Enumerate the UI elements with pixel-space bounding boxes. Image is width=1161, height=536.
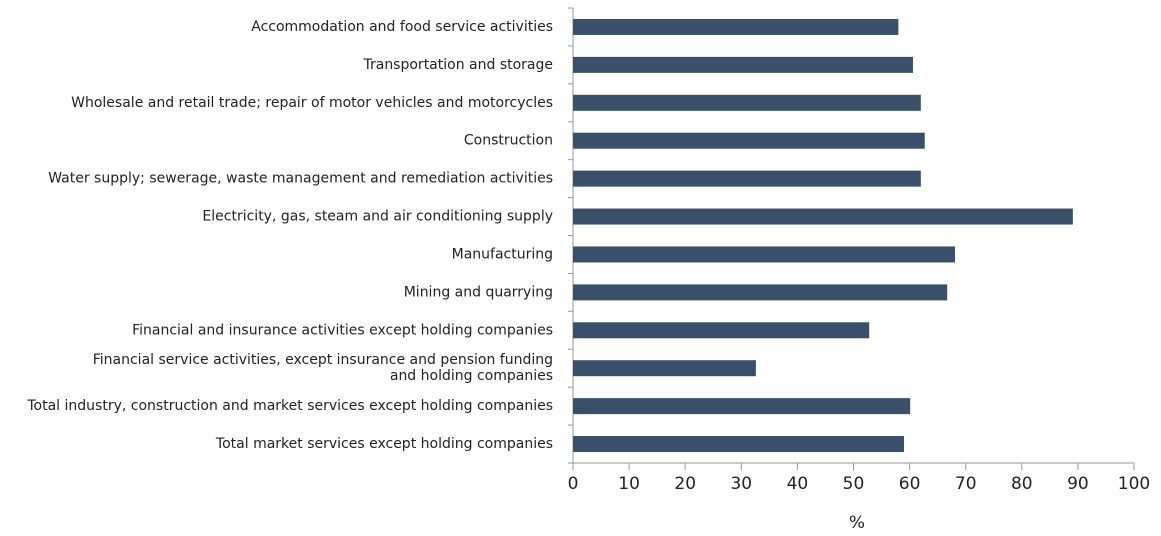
bar bbox=[573, 246, 956, 263]
y-tick-label: Construction bbox=[464, 133, 553, 149]
x-tick-label: 60 bbox=[899, 474, 921, 494]
y-tick-label: Transportation and storage bbox=[362, 57, 553, 73]
y-tick-label: Electricity, gas, steam and air conditio… bbox=[202, 209, 553, 225]
x-tick-label: 70 bbox=[955, 474, 977, 494]
x-tick-label: 10 bbox=[618, 474, 640, 494]
x-axis-label: % bbox=[849, 513, 865, 533]
bar bbox=[573, 398, 911, 415]
x-tick-label: 100 bbox=[1118, 474, 1150, 494]
bar bbox=[573, 284, 948, 301]
x-tick-label: 0 bbox=[568, 474, 579, 494]
y-tick-label: Water supply; sewerage, waste management… bbox=[48, 171, 553, 187]
y-tick-label: Total industry, construction and market … bbox=[26, 398, 553, 414]
y-tick-label: Financial service activities, except ins… bbox=[93, 352, 553, 384]
y-tick-label: Manufacturing bbox=[452, 246, 553, 262]
bar bbox=[573, 56, 913, 73]
x-tick-label: 50 bbox=[843, 474, 865, 494]
bar bbox=[573, 132, 925, 149]
bar bbox=[573, 18, 899, 35]
x-tick-label: 90 bbox=[1067, 474, 1089, 494]
x-tick-label: 80 bbox=[1011, 474, 1033, 494]
bar bbox=[573, 322, 870, 339]
bar bbox=[573, 94, 921, 111]
x-tick-label: 20 bbox=[674, 474, 696, 494]
bar bbox=[573, 360, 756, 377]
y-tick-label: Financial and insurance activities excep… bbox=[132, 322, 553, 338]
y-tick-label: Total market services except holding com… bbox=[215, 436, 553, 452]
bar bbox=[573, 436, 904, 453]
bar bbox=[573, 170, 921, 187]
y-tick-label: Accommodation and food service activitie… bbox=[251, 19, 553, 35]
x-tick-label: 40 bbox=[787, 474, 809, 494]
y-tick-label: Wholesale and retail trade; repair of mo… bbox=[71, 95, 553, 111]
x-tick-label: 30 bbox=[730, 474, 752, 494]
bar bbox=[573, 208, 1073, 225]
y-tick-label: Mining and quarrying bbox=[404, 284, 553, 300]
